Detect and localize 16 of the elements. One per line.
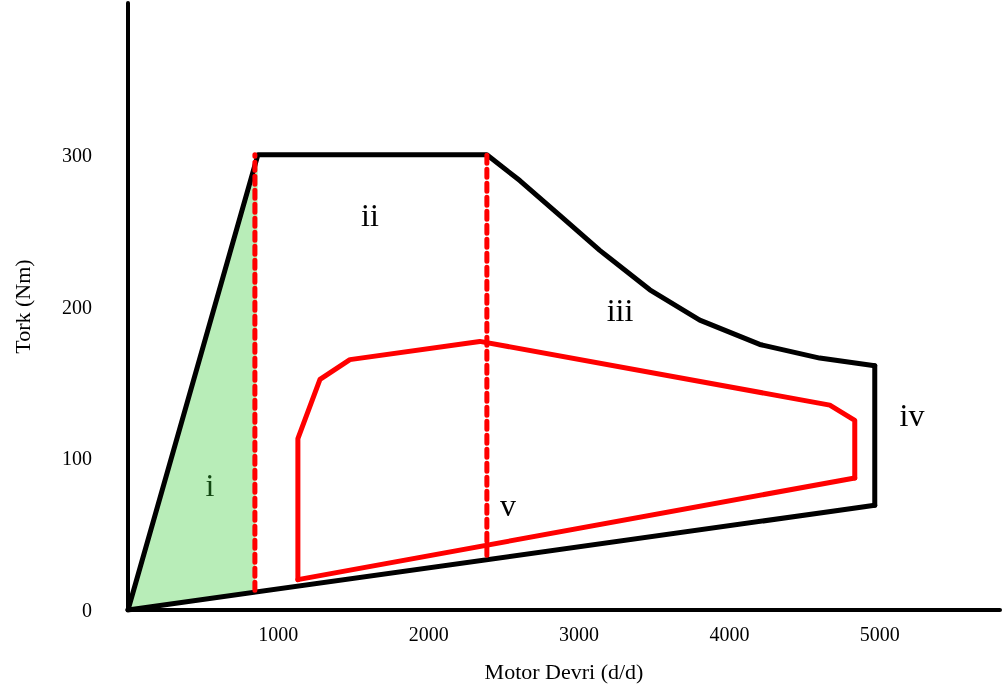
annotation: ii [361, 197, 379, 233]
y-axis-title: Tork (Nm) [9, 259, 35, 354]
x-tick-label: 1000 [258, 623, 299, 645]
annotation: iii [606, 292, 634, 328]
x-tick-label: 4000 [709, 623, 750, 645]
x-axis-title: Motor Devri (d/d) [484, 658, 644, 684]
y-tick-label: 300 [62, 143, 92, 166]
annotation: i [205, 467, 215, 503]
x-tick-label: 3000 [559, 623, 600, 645]
y-tick-label: 0 [82, 599, 92, 621]
annotation: iv [899, 397, 925, 433]
y-tick-label: 200 [62, 295, 92, 318]
x-tick-label: 2000 [408, 623, 449, 645]
annotation: v [500, 487, 516, 523]
x-tick-label: 5000 [859, 623, 900, 645]
y-tick-label: 100 [62, 447, 92, 470]
